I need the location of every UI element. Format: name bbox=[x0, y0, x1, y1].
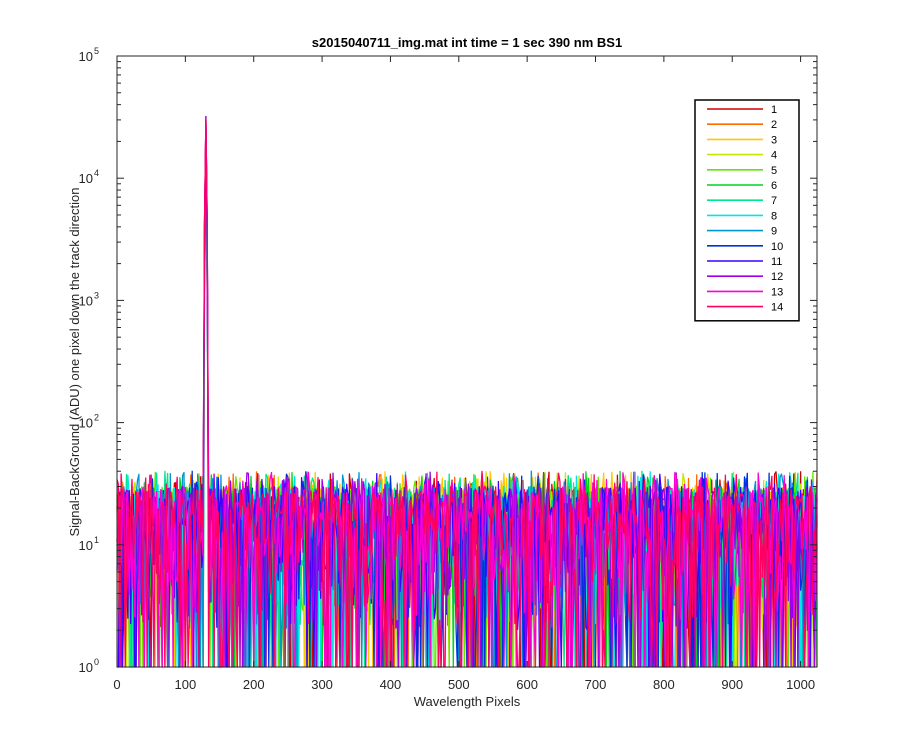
chart-title: s2015040711_img.mat int time = 1 sec 390… bbox=[312, 35, 622, 50]
y-tick-exponent: 3 bbox=[94, 290, 99, 300]
y-tick-label: 10 bbox=[79, 49, 93, 64]
plot-area-box bbox=[116, 55, 818, 668]
y-tick-label: 10 bbox=[79, 171, 93, 186]
y-tick-label: 10 bbox=[79, 538, 93, 553]
legend-label-4: 4 bbox=[771, 150, 777, 162]
series-line-14 bbox=[116, 117, 818, 668]
y-tick-label: 10 bbox=[79, 660, 93, 675]
x-tick-label: 200 bbox=[243, 677, 265, 692]
legend-label-10: 10 bbox=[771, 241, 783, 253]
legend-label-12: 12 bbox=[771, 271, 783, 283]
y-tick-exponent: 4 bbox=[94, 168, 99, 178]
x-tick-label: 600 bbox=[516, 677, 538, 692]
x-tick-label: 500 bbox=[448, 677, 470, 692]
y-tick-label: 10 bbox=[79, 293, 93, 308]
legend-label-7: 7 bbox=[771, 195, 777, 207]
legend-label-9: 9 bbox=[771, 226, 777, 238]
x-axis-label: Wavelength Pixels bbox=[414, 694, 521, 709]
legend-label-2: 2 bbox=[771, 119, 777, 131]
y-tick-exponent: 5 bbox=[94, 46, 99, 56]
x-tick-label: 800 bbox=[653, 677, 675, 692]
x-tick-label: 900 bbox=[721, 677, 743, 692]
legend-label-13: 13 bbox=[771, 286, 783, 298]
legend-label-1: 1 bbox=[771, 104, 777, 116]
x-tick-label: 300 bbox=[311, 677, 333, 692]
legend-label-6: 6 bbox=[771, 180, 777, 192]
y-tick-exponent: 1 bbox=[94, 535, 99, 545]
y-axis-label: Signal-BackGround (ADU) one pixel down t… bbox=[67, 187, 82, 536]
legend-label-14: 14 bbox=[771, 302, 783, 314]
x-axis: 0 100 200 300 400 500 600 700 800 900 1000 bbox=[113, 56, 815, 692]
legend-label-8: 8 bbox=[771, 210, 777, 222]
legend-label-5: 5 bbox=[771, 165, 777, 177]
x-tick-label: 100 bbox=[175, 677, 197, 692]
x-tick-label: 700 bbox=[585, 677, 607, 692]
x-tick-label: 0 bbox=[113, 677, 120, 692]
x-tick-label: 400 bbox=[380, 677, 402, 692]
x-tick-label: 1000 bbox=[786, 677, 815, 692]
legend-box bbox=[694, 99, 800, 322]
legend-label-3: 3 bbox=[771, 134, 777, 146]
y-tick-label: 10 bbox=[79, 416, 93, 431]
y-tick-exponent: 0 bbox=[94, 657, 99, 667]
legend-label-11: 11 bbox=[771, 256, 782, 268]
y-tick-exponent: 2 bbox=[94, 413, 99, 423]
